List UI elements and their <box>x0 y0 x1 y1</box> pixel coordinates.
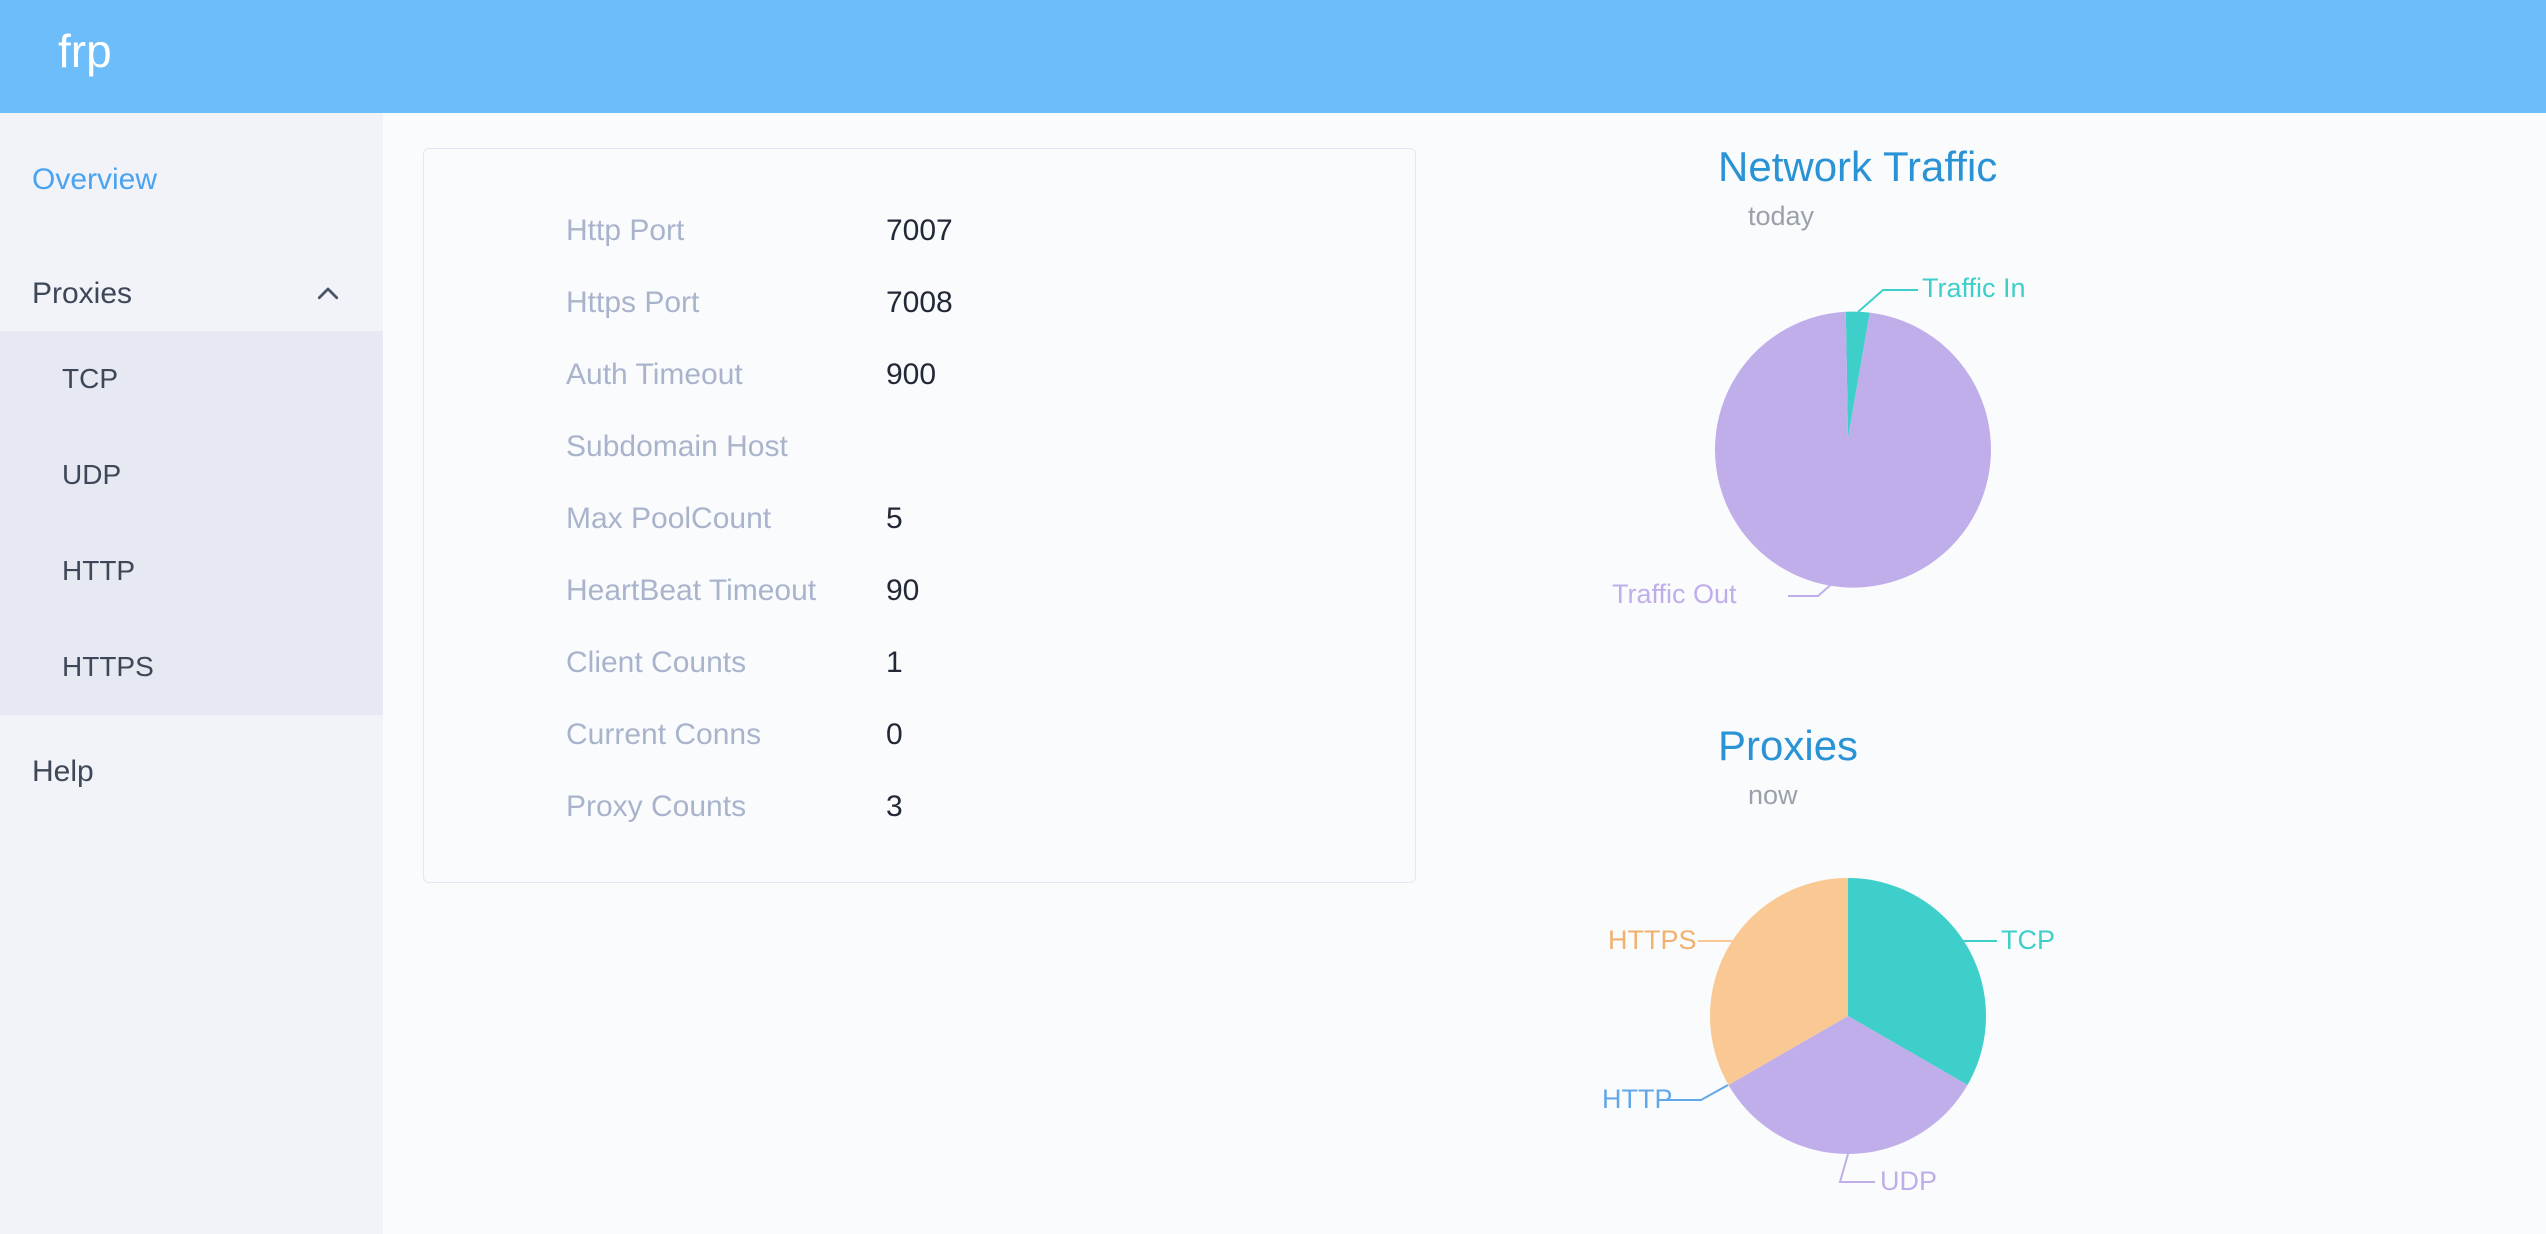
svg-text:TCP: TCP <box>2001 925 2055 955</box>
svg-text:HTTP: HTTP <box>1602 1084 1673 1114</box>
svg-text:Traffic In: Traffic In <box>1922 273 2026 303</box>
svg-text:UDP: UDP <box>1880 1166 1937 1196</box>
svg-text:HTTPS: HTTPS <box>1608 925 1697 955</box>
svg-text:Traffic Out: Traffic Out <box>1612 579 1737 609</box>
